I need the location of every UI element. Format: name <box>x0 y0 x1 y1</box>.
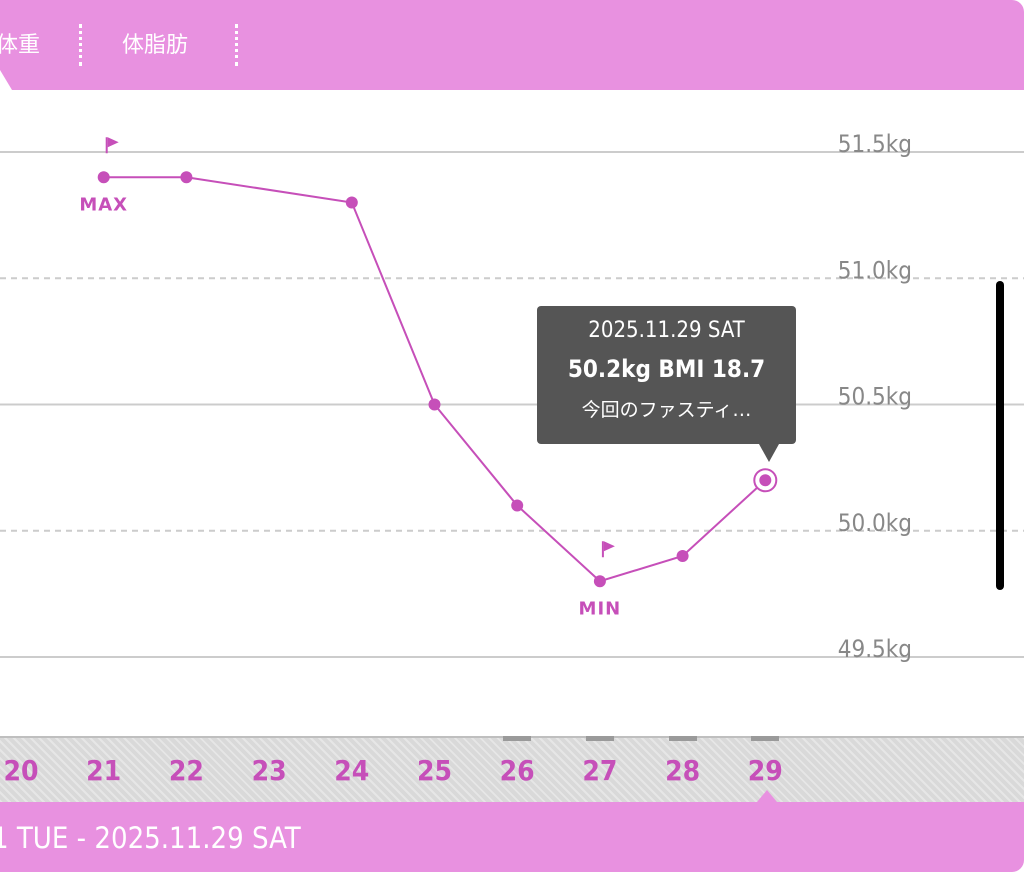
flag-icon <box>107 137 119 148</box>
data-point[interactable] <box>345 196 358 209</box>
annotation-label: MIN <box>579 598 622 619</box>
annotation-label: MAX <box>79 194 128 215</box>
tab-bar: 体重 体脂肪 <box>0 0 1024 90</box>
data-point[interactable] <box>593 575 606 588</box>
x-axis-band <box>0 736 1024 802</box>
x-tick-mark <box>585 736 614 741</box>
y-tick-label: 51.5kg <box>838 130 912 158</box>
y-tick-label: 51.0kg <box>838 256 912 284</box>
tab-divider <box>235 24 238 66</box>
tab-body-fat[interactable]: 体脂肪 <box>122 33 189 58</box>
data-point[interactable] <box>428 398 441 411</box>
x-tick-mark <box>668 736 697 741</box>
x-tick-label[interactable]: 27 <box>582 754 618 787</box>
data-point[interactable] <box>511 499 524 512</box>
x-tick-label[interactable]: 21 <box>86 754 122 787</box>
scrollbar[interactable] <box>996 281 1004 590</box>
data-point[interactable] <box>676 550 689 562</box>
date-range-footer: 1 TUE - 2025.11.29 SAT <box>0 802 1024 872</box>
y-tick-label: 50.5kg <box>838 383 912 411</box>
selected-day-pointer <box>757 790 777 802</box>
x-tick-mark <box>751 736 780 741</box>
flag-icon <box>603 541 615 552</box>
y-tick-label: 50.0kg <box>838 509 912 537</box>
x-tick-label[interactable]: 20 <box>3 754 39 787</box>
tooltip-note[interactable]: 今回のファスティ… <box>581 399 752 421</box>
data-point[interactable] <box>180 171 193 184</box>
x-tick-mark <box>503 736 532 741</box>
data-tooltip: 2025.11.29 SAT 50.2kg BMI 18.7 今回のファスティ… <box>537 306 796 462</box>
tab-divider <box>79 24 82 66</box>
tooltip-weight-bmi: 50.2kg BMI 18.7 <box>567 355 766 383</box>
series-line <box>103 176 766 583</box>
x-tick-label[interactable]: 29 <box>747 754 783 787</box>
y-tick-label: 49.5kg <box>838 635 912 663</box>
date-range-label[interactable]: 1 TUE - 2025.11.29 SAT <box>0 821 301 855</box>
active-tab-pointer <box>0 70 12 90</box>
weight-chart: 51.5kg 51.0kg 50.5kg 50.0kg 49.5kg MAX MIN <box>0 130 1024 663</box>
x-tick-label[interactable]: 22 <box>168 754 204 787</box>
x-tick-label[interactable]: 25 <box>416 754 453 787</box>
data-point[interactable] <box>97 171 110 184</box>
data-point[interactable] <box>759 474 772 487</box>
x-tick-label[interactable]: 28 <box>665 754 701 787</box>
x-tick-label[interactable]: 26 <box>499 754 535 787</box>
x-tick-label[interactable]: 24 <box>334 754 370 787</box>
x-tick-label[interactable]: 23 <box>251 754 287 787</box>
tab-weight[interactable]: 体重 <box>0 33 41 58</box>
tooltip-date: 2025.11.29 SAT <box>588 318 745 343</box>
